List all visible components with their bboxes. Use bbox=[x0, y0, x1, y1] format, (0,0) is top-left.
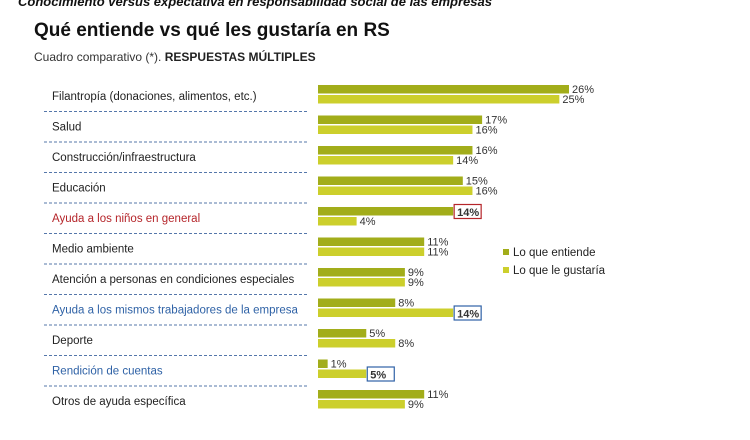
legend-swatch bbox=[503, 249, 509, 255]
value-label: 8% bbox=[398, 338, 414, 350]
chart-subtitle: Cuadro comparativo (*). RESPUESTAS MÚLTI… bbox=[34, 50, 316, 64]
bar-lo-que-le-gustaria bbox=[318, 400, 405, 409]
value-label: 16% bbox=[475, 186, 497, 198]
value-label: 14% bbox=[457, 309, 479, 321]
value-label: 14% bbox=[457, 207, 479, 219]
bar-lo-que-le-gustaria bbox=[318, 95, 560, 104]
value-label: 9% bbox=[408, 277, 424, 289]
legend-label: Lo que le gustaría bbox=[513, 265, 606, 277]
value-label: 5% bbox=[369, 328, 385, 340]
value-label: 15% bbox=[466, 176, 488, 188]
bar-lo-que-entiende bbox=[318, 207, 454, 216]
bar-lo-que-entiende bbox=[318, 268, 405, 277]
bar-lo-que-entiende bbox=[318, 359, 328, 368]
value-label: 11% bbox=[427, 389, 448, 401]
bar-lo-que-le-gustaria bbox=[318, 339, 396, 348]
category-label: Otros de ayuda específica bbox=[52, 396, 186, 408]
bar-lo-que-entiende bbox=[318, 146, 473, 155]
value-label: 25% bbox=[562, 94, 584, 106]
category-label: Filantropía (donaciones, alimentos, etc.… bbox=[52, 91, 257, 103]
legend-label: Lo que entiende bbox=[513, 247, 596, 259]
value-label: 16% bbox=[475, 125, 497, 137]
bar-lo-que-entiende bbox=[318, 298, 396, 307]
category-label: Ayuda a los niños en general bbox=[52, 213, 200, 225]
value-label: 16% bbox=[475, 145, 497, 157]
category-label: Atención a personas en condiciones espec… bbox=[52, 274, 295, 286]
category-label: Educación bbox=[52, 183, 106, 195]
highlight-box bbox=[366, 366, 395, 382]
category-label: Rendición de cuentas bbox=[52, 366, 163, 378]
category-label: Medio ambiente bbox=[52, 244, 134, 256]
bar-lo-que-le-gustaria bbox=[318, 217, 357, 226]
value-label: 9% bbox=[408, 399, 424, 411]
category-label: Deporte bbox=[52, 335, 93, 347]
bar-lo-que-entiende bbox=[318, 85, 569, 94]
top-banner: Conocimiento versus expectativa en respo… bbox=[18, 0, 492, 9]
bar-lo-que-entiende bbox=[318, 237, 425, 246]
value-label: 5% bbox=[370, 370, 386, 382]
category-label: Salud bbox=[52, 122, 81, 134]
value-label: 26% bbox=[572, 84, 594, 96]
value-label: 4% bbox=[360, 216, 376, 228]
bar-lo-que-entiende bbox=[318, 176, 463, 185]
bar-lo-que-entiende bbox=[318, 115, 483, 124]
category-label: Ayuda a los mismos trabajadores de la em… bbox=[52, 305, 298, 317]
highlight-box bbox=[453, 203, 482, 220]
category-label: Construcción/infraestructura bbox=[52, 152, 196, 164]
bar-lo-que-le-gustaria bbox=[318, 125, 473, 134]
value-label: 1% bbox=[331, 359, 347, 371]
bar-lo-que-le-gustaria bbox=[318, 278, 405, 287]
bar-lo-que-le-gustaria bbox=[318, 156, 454, 165]
value-label: 11% bbox=[427, 247, 448, 259]
value-label: 9% bbox=[408, 267, 424, 279]
bar-lo-que-le-gustaria bbox=[318, 186, 473, 195]
value-label: 8% bbox=[398, 298, 414, 310]
bar-lo-que-le-gustaria bbox=[318, 369, 367, 378]
bar-lo-que-entiende bbox=[318, 390, 425, 399]
value-label: 14% bbox=[456, 155, 478, 167]
chart-title: Qué entiende vs qué les gustaría en RS bbox=[34, 20, 390, 41]
bar-lo-que-le-gustaria bbox=[318, 308, 454, 317]
subtitle-prefix: Cuadro comparativo (*). bbox=[34, 50, 165, 64]
legend-swatch bbox=[503, 267, 509, 273]
subtitle-bold: RESPUESTAS MÚLTIPLES bbox=[164, 50, 316, 64]
highlight-box bbox=[453, 305, 482, 321]
value-label: 17% bbox=[485, 115, 507, 127]
value-label: 11% bbox=[427, 237, 448, 249]
bar-lo-que-le-gustaria bbox=[318, 247, 425, 256]
bar-lo-que-entiende bbox=[318, 329, 367, 338]
